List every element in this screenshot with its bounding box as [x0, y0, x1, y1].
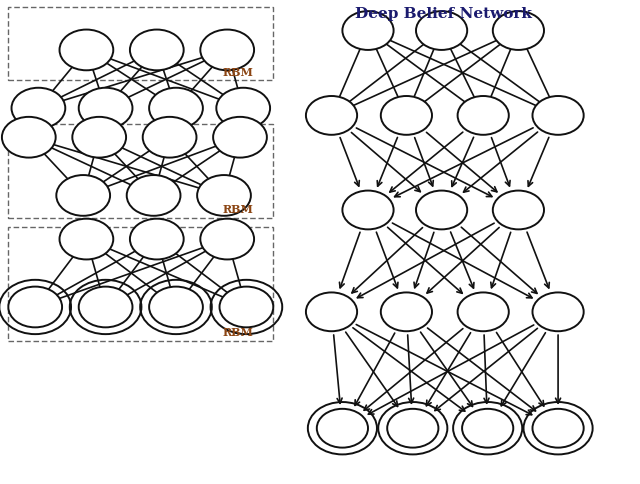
Circle shape: [306, 293, 357, 332]
Circle shape: [416, 12, 467, 51]
Circle shape: [381, 97, 432, 136]
Circle shape: [458, 293, 509, 332]
Circle shape: [130, 219, 184, 260]
Circle shape: [532, 97, 584, 136]
Circle shape: [387, 409, 438, 448]
Circle shape: [216, 89, 270, 129]
Circle shape: [2, 118, 56, 158]
Circle shape: [493, 12, 544, 51]
Circle shape: [72, 118, 126, 158]
Circle shape: [56, 176, 110, 216]
Circle shape: [342, 191, 394, 230]
Circle shape: [416, 191, 467, 230]
Circle shape: [130, 30, 184, 71]
Circle shape: [143, 118, 196, 158]
Circle shape: [8, 287, 62, 328]
Circle shape: [60, 30, 113, 71]
Bar: [8, 124, 273, 219]
Circle shape: [532, 293, 584, 332]
Text: RBM: RBM: [222, 326, 253, 337]
Circle shape: [149, 287, 203, 328]
Circle shape: [493, 191, 544, 230]
Circle shape: [342, 12, 394, 51]
Circle shape: [200, 219, 254, 260]
Circle shape: [458, 97, 509, 136]
Circle shape: [127, 176, 180, 216]
Circle shape: [532, 409, 584, 448]
Circle shape: [381, 293, 432, 332]
Circle shape: [197, 176, 251, 216]
Circle shape: [220, 287, 273, 328]
Circle shape: [12, 89, 65, 129]
Circle shape: [79, 89, 132, 129]
Bar: [8, 227, 273, 341]
Text: RBM: RBM: [222, 204, 253, 215]
Circle shape: [306, 97, 357, 136]
Circle shape: [213, 118, 267, 158]
Text: Deep Belief Network: Deep Belief Network: [355, 7, 532, 21]
Text: RBM: RBM: [222, 66, 253, 77]
Circle shape: [462, 409, 513, 448]
Bar: [8, 8, 273, 81]
Circle shape: [149, 89, 203, 129]
Circle shape: [60, 219, 113, 260]
Circle shape: [317, 409, 368, 448]
Circle shape: [79, 287, 132, 328]
Circle shape: [200, 30, 254, 71]
